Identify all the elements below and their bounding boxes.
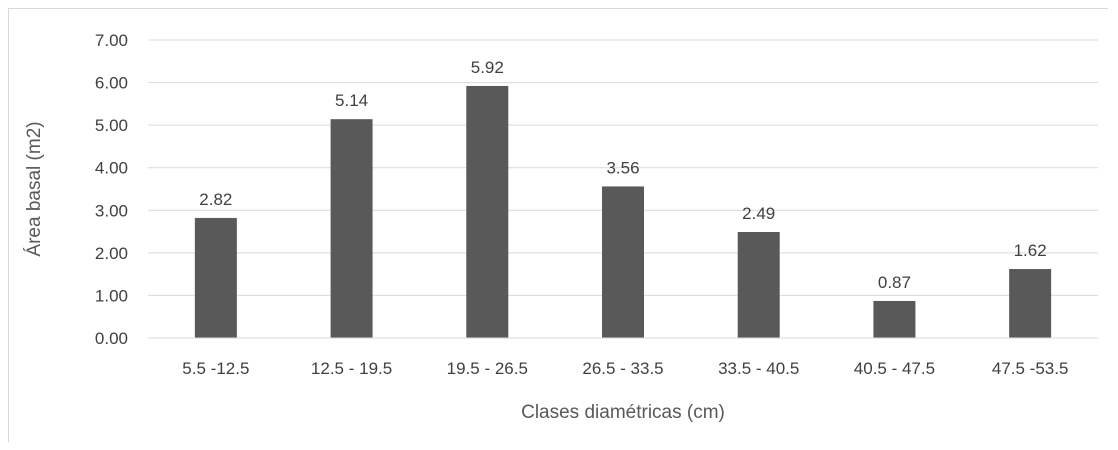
chart-frame	[8, 8, 1108, 442]
x-axis-title: Clases diamétricas (cm)	[521, 402, 725, 423]
y-tick-label: 4.00	[95, 159, 128, 178]
bar	[466, 85, 509, 338]
x-tick-label: 26.5 - 33.5	[582, 359, 663, 378]
bar	[194, 217, 237, 338]
data-label: 2.82	[199, 190, 232, 209]
y-tick-label: 7.00	[95, 31, 128, 50]
x-tick-label: 12.5 - 19.5	[311, 359, 392, 378]
x-tick-label: 47.5 -53.5	[992, 359, 1069, 378]
bar	[1009, 269, 1052, 338]
y-axis-ticks: 0.00 1.00 2.00 3.00 4.00 5.00 6.00 7.00	[95, 31, 128, 348]
x-tick-label: 19.5 - 26.5	[447, 359, 528, 378]
data-label: 3.56	[606, 158, 639, 177]
bar	[737, 231, 780, 338]
y-tick-label: 5.00	[95, 116, 128, 135]
x-axis-ticks: 5.5 -12.5 12.5 - 19.5 19.5 - 26.5 26.5 - 33…	[182, 359, 1068, 378]
y-tick-label: 6.00	[95, 74, 128, 93]
x-tick-label: 5.5 -12.5	[182, 359, 249, 378]
data-label: 5.14	[335, 91, 368, 110]
y-tick-label: 1.00	[95, 286, 128, 305]
y-tick-label: 3.00	[95, 201, 128, 220]
y-tick-label: 0.00	[95, 329, 128, 348]
data-label: 1.62	[1014, 241, 1047, 260]
data-label: 0.87	[878, 273, 911, 292]
x-tick-label: 33.5 - 40.5	[718, 359, 799, 378]
data-label: 5.92	[471, 58, 504, 77]
bar	[330, 119, 373, 338]
y-tick-label: 2.00	[95, 244, 128, 263]
data-labels: 2.82 5.14 5.92 3.56 2.49 0.87 1.62	[199, 58, 1046, 292]
bar	[873, 300, 916, 338]
data-label: 2.49	[742, 204, 775, 223]
bar	[602, 186, 644, 338]
y-axis-title: Área basal (m2)	[24, 121, 45, 256]
bars	[194, 85, 1052, 338]
x-tick-label: 40.5 - 47.5	[854, 359, 935, 378]
